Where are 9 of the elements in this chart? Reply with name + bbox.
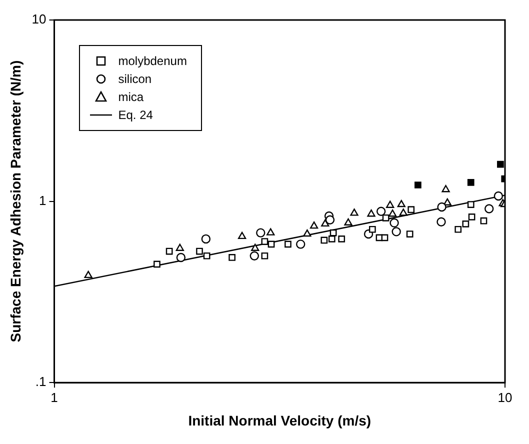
legend-label: mica [118, 90, 144, 104]
y-tick-label: 10 [32, 12, 46, 27]
y-tick-label: 1 [39, 192, 46, 208]
legend-label: silicon [118, 72, 152, 86]
y-tick-label: .1 [35, 374, 46, 390]
legend-label: molybdenum [118, 54, 187, 68]
x-axis-title: Initial Normal Velocity (m/s) [188, 412, 372, 428]
legend-label: Eq. 24 [118, 108, 153, 122]
y-axis-title: Surface Energy Adhesion Parameter (N/m) [7, 60, 24, 342]
